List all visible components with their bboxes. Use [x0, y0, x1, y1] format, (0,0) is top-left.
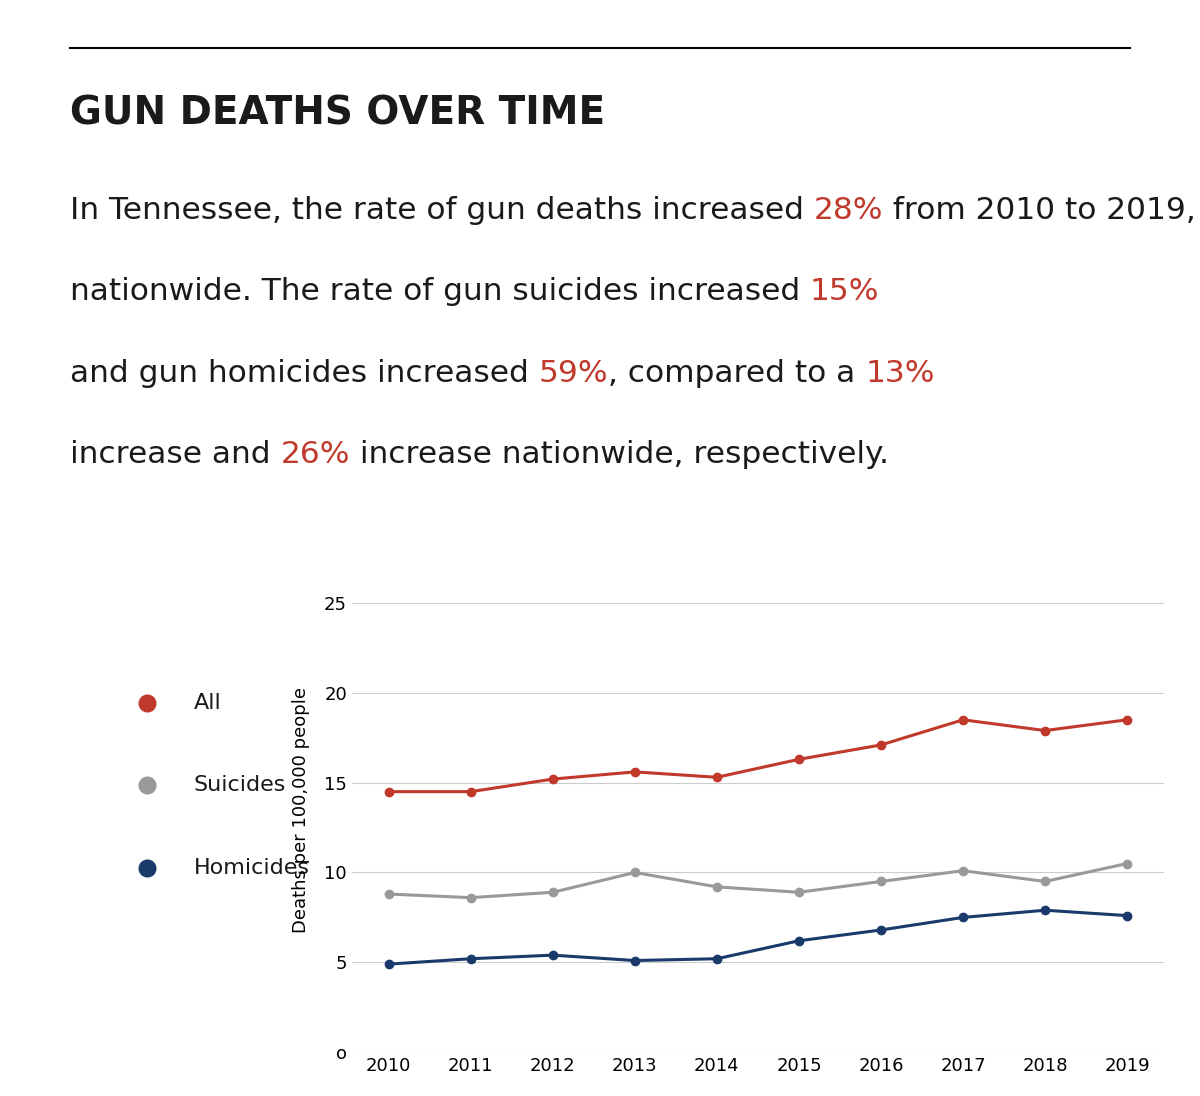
Y-axis label: Deaths per 100,000 people: Deaths per 100,000 people	[292, 686, 310, 933]
Text: from 2010 to 2019, compared to a: from 2010 to 2019, compared to a	[883, 196, 1200, 225]
Text: Suicides: Suicides	[194, 775, 287, 796]
Text: increase and: increase and	[70, 441, 281, 469]
Text: and gun homicides increased: and gun homicides increased	[70, 358, 539, 388]
Text: , compared to a: , compared to a	[608, 358, 865, 388]
Text: increase nationwide, respectively.: increase nationwide, respectively.	[350, 441, 889, 469]
Text: 15%: 15%	[810, 277, 880, 307]
Text: In Tennessee, the rate of gun deaths increased: In Tennessee, the rate of gun deaths inc…	[70, 196, 814, 225]
Text: 59%: 59%	[539, 358, 608, 388]
Text: All: All	[194, 693, 222, 712]
Text: Homicides: Homicides	[194, 858, 310, 878]
Text: nationwide. The rate of gun suicides increased: nationwide. The rate of gun suicides inc…	[70, 277, 810, 307]
Text: 28%: 28%	[814, 196, 883, 225]
Text: GUN DEATHS OVER TIME: GUN DEATHS OVER TIME	[70, 94, 605, 132]
Text: 26%: 26%	[281, 441, 350, 469]
Text: 13%: 13%	[865, 358, 935, 388]
